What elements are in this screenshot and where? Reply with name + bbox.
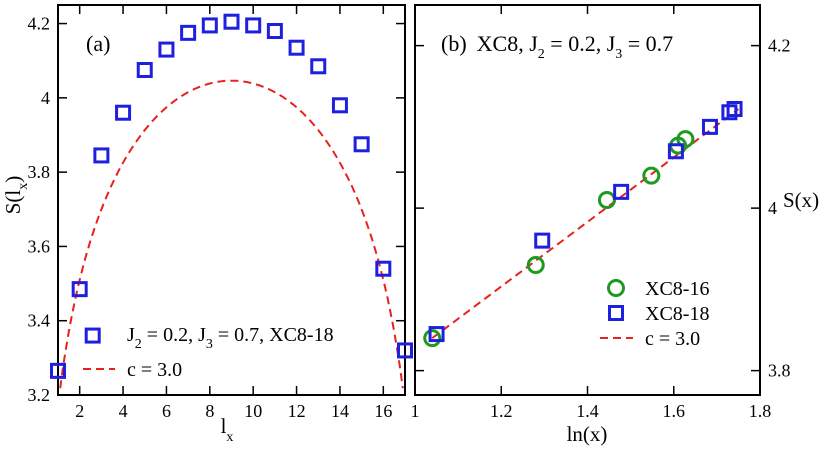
panel-b-point-xc8-16 [642,166,661,185]
panel-a-point [201,17,218,34]
panel-b-subtitle-p1: 2 [538,47,545,62]
panel-a-legend-marker [84,327,101,344]
panel-b-subtitle-p4: = 0.7 [622,31,673,56]
panel-a-xtick-label: 6 [162,401,171,421]
panel-a-title: (a) [86,31,110,56]
panel-a-point [93,147,110,164]
panel-a-xlabel-main: l [221,414,227,438]
panel-a-xtick-label: 10 [244,401,262,421]
panel-b-xtick-label: 1.2 [490,401,513,421]
panel-b-subtitle-p2: = 0.2, J [545,31,616,56]
panel-a-xtick-label: 16 [374,401,392,421]
panel-a-xtick-label: 12 [288,401,306,421]
panel-a-fit-curve [59,79,404,389]
panel-a-point [50,362,66,379]
panel-a-ylabel-sub: x [16,183,31,190]
panel-a-xtick-label: 2 [75,401,84,421]
panel-a-point [245,17,262,34]
panel-a-xtick-label: 14 [331,401,349,421]
panel-a-ylabel-main: S(l [1,190,25,215]
panel-a-xtick-label: 4 [119,401,128,421]
panel-b-legend-label-3: c = 3.0 [645,328,700,350]
panel-a-legend-part: = 0.2, J [142,324,206,346]
panel-b-axes: 1 1.2 1.4 1.6 1.8 3.8 4 4.2 [411,5,791,421]
panel-a-point [266,23,283,39]
panel-b-point-xc8-18 [534,232,551,249]
panel-a-ylabel: S(lx) [1,176,31,215]
panel-a-ytick-label: 3.6 [28,236,51,256]
panel-a-point [136,62,153,78]
panel-b-xtick-label: 1 [411,401,420,421]
panel-a: 2 4 6 8 10 12 14 163.23.43.63.844.2 (a) lx S(lx… [1,4,413,445]
panel-b-point-xc8-18 [428,326,445,343]
panel-b-ytick-label: 4 [768,198,777,218]
panel-b-title-letter: (b) [441,31,467,56]
panel-a-ytick-label: 3.2 [28,385,51,405]
panel-b-point-xc8-18 [667,143,684,160]
panel-b-title: (b) XC8, J2 = 0.2, J3 = 0.7 [441,31,673,62]
panel-b-frame [414,4,761,396]
panel-a-legend-part: J [127,324,135,346]
panel-b-point-xc8-18 [613,183,630,200]
panel-a-xlabel-sub: x [226,430,233,445]
panel-b-subtitle-p0: XC8, J [477,31,539,56]
panel-b-xtick-label: 1.8 [749,401,772,421]
panel-a-point [375,260,392,277]
panel-b-point-xc8-16 [423,329,442,348]
panel-b-xtick-label: 1.6 [663,401,686,421]
panel-a-point [223,13,240,30]
panel-a-axes: 2 4 6 8 10 12 14 16 3.2 3.4 3.6 3.8 4 4.2 [28,5,405,421]
panel-a-data-points [50,13,413,379]
panel-a-point [288,39,305,56]
panel-a-point [180,24,197,41]
panel-a-point [115,104,132,121]
panel-a-xlabel: lx [221,414,234,445]
panel-b-legend-marker-circle [607,279,625,297]
panel-b-xtick-label: 1.4 [576,401,599,421]
panel-a-legend-label-2: c = 3.0 [127,359,182,381]
panel-b-point-xc8-18 [726,101,743,117]
panel-a-legend-label-1: J2 = 0.2, J3 = 0.7, XC8-18 [127,324,334,352]
panel-b-point-xc8-16 [526,256,545,274]
panel-a-legend-part: 2 [135,337,142,352]
panel-b-legend: XC8-16 XC8-18 c = 3.0 [600,278,709,350]
panel-b-point-xc8-16 [597,191,616,209]
panel-a-frame [57,4,406,396]
panel-b-legend-label-2: XC8-18 [645,303,709,325]
panel-a-ytick-label: 3.4 [28,311,51,331]
panel-b-data-points [423,101,743,348]
panel-a-point [353,136,370,153]
panel-a-legend-part: = 0.7, XC8-18 [213,324,334,346]
panel-b-legend-label-1: XC8-16 [645,278,709,300]
panel-b-ytick-label: 3.8 [768,361,791,381]
panel-a-ytick-label: 4 [41,88,50,108]
panel-a-xtick-label: 8 [205,401,214,421]
panel-a-point [71,281,88,298]
panel-b: 1 1.2 1.4 1.6 1.8 3.8 4 4.2 (b) XC8, J2 = 0.2, J… [411,4,819,446]
panel-a-point [331,97,348,114]
panel-a-ylabel-close: ) [1,176,25,183]
panel-a-ytick-label: 4.2 [28,14,51,34]
panel-b-point-xc8-16 [676,130,695,149]
panel-a-point [310,58,327,75]
panel-a-point [397,342,413,359]
panel-b-subtitle-p3: 3 [615,47,622,62]
panel-a-point [158,41,175,58]
panel-a-legend-part: 3 [206,337,213,352]
panel-a-ytick-label: 3.8 [28,162,51,182]
panel-b-point-xc8-18 [701,118,718,135]
panel-b-legend-marker-square [608,305,624,321]
panel-b-ylabel: S(x) [783,188,819,212]
panel-b-xlabel: ln(x) [567,422,608,446]
panel-b-ytick-label: 4.2 [768,36,791,56]
panel-a-legend: J2 = 0.2, J3 = 0.7, XC8-18 c = 3.0 [83,324,334,381]
